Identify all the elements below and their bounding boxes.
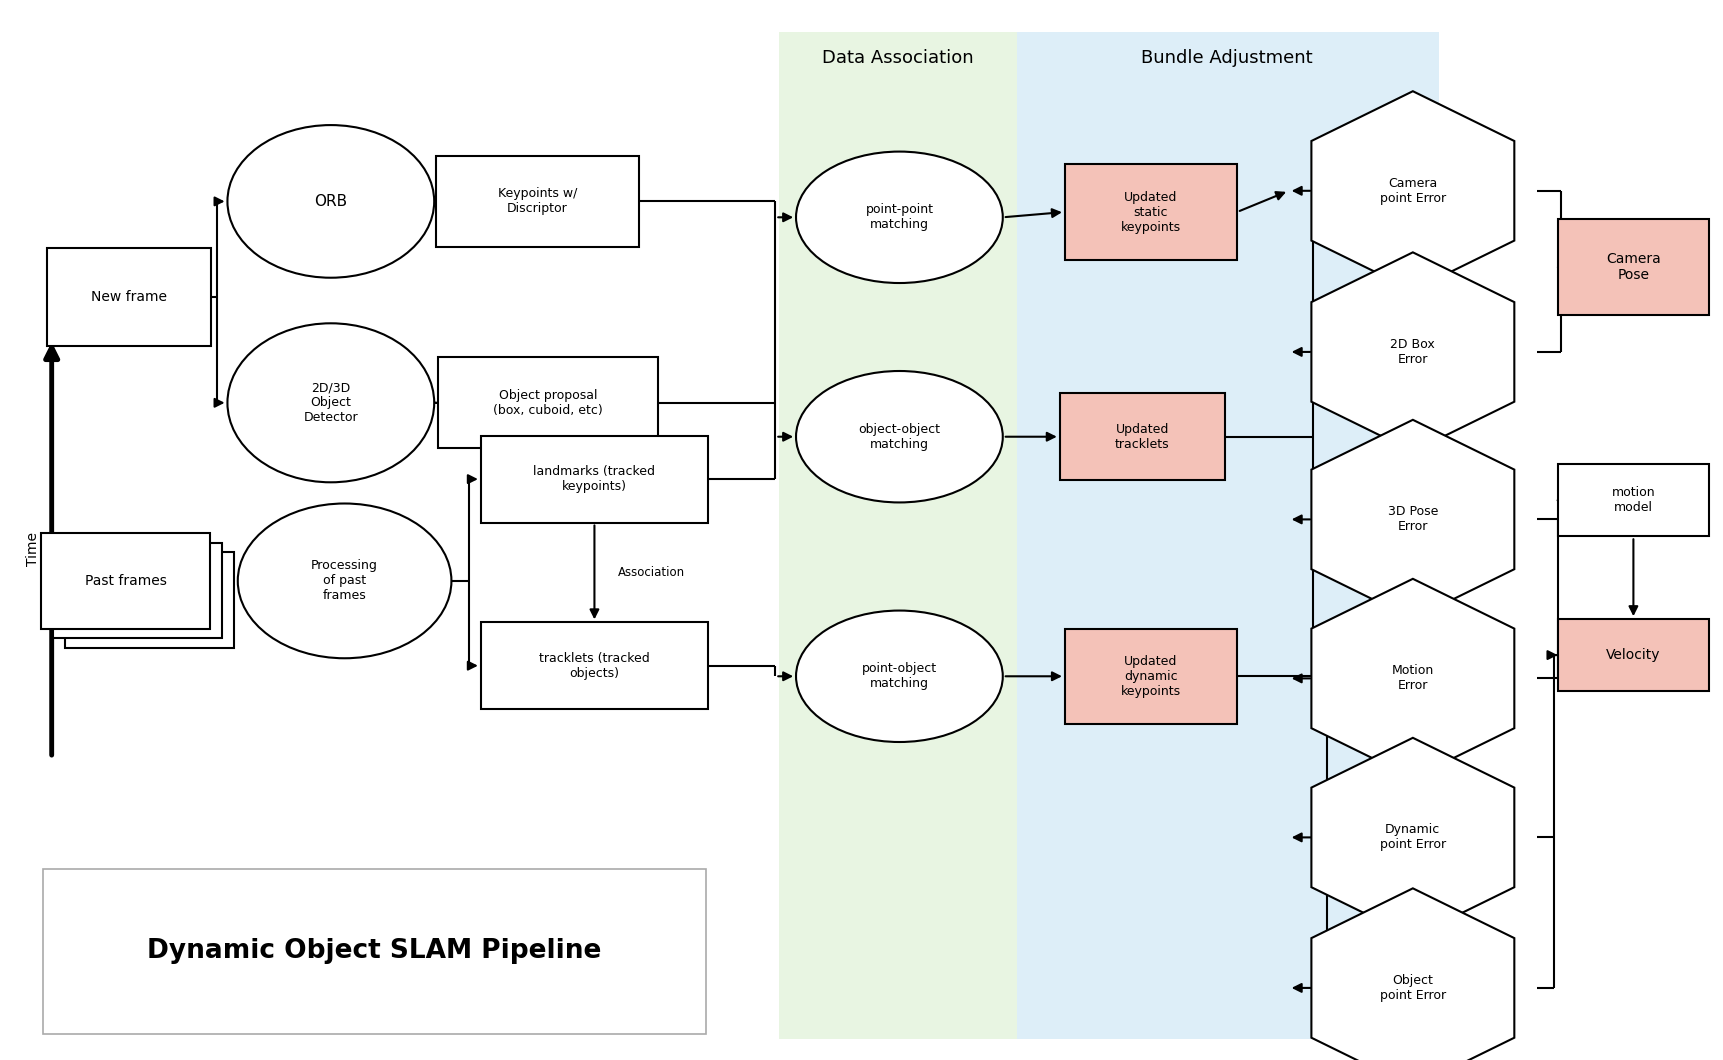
Ellipse shape bbox=[796, 371, 1003, 502]
FancyBboxPatch shape bbox=[65, 552, 234, 648]
Polygon shape bbox=[1311, 888, 1515, 1060]
Text: 3D Pose
Error: 3D Pose Error bbox=[1387, 506, 1439, 533]
Text: Velocity: Velocity bbox=[1606, 648, 1661, 662]
Text: Updated
tracklets: Updated tracklets bbox=[1115, 423, 1170, 450]
FancyBboxPatch shape bbox=[1558, 619, 1709, 691]
Text: Updated
static
keypoints: Updated static keypoints bbox=[1122, 191, 1180, 233]
FancyBboxPatch shape bbox=[53, 543, 222, 638]
FancyBboxPatch shape bbox=[1558, 464, 1709, 536]
Polygon shape bbox=[1311, 252, 1515, 452]
Text: object-object
matching: object-object matching bbox=[858, 423, 941, 450]
FancyBboxPatch shape bbox=[481, 622, 708, 709]
Ellipse shape bbox=[227, 323, 434, 482]
FancyBboxPatch shape bbox=[47, 248, 210, 346]
FancyBboxPatch shape bbox=[481, 436, 708, 523]
Text: ORB: ORB bbox=[314, 194, 348, 209]
Text: tracklets (tracked
objects): tracklets (tracked objects) bbox=[539, 652, 650, 679]
Text: point-object
matching: point-object matching bbox=[862, 662, 937, 690]
FancyBboxPatch shape bbox=[1065, 629, 1237, 724]
Text: 2D/3D
Object
Detector: 2D/3D Object Detector bbox=[303, 382, 358, 424]
Text: Past frames: Past frames bbox=[84, 573, 167, 588]
Polygon shape bbox=[1311, 91, 1515, 290]
FancyBboxPatch shape bbox=[43, 869, 706, 1034]
Text: Motion
Error: Motion Error bbox=[1392, 665, 1434, 692]
Text: Object
point Error: Object point Error bbox=[1380, 974, 1446, 1002]
FancyBboxPatch shape bbox=[1017, 32, 1439, 1039]
FancyBboxPatch shape bbox=[1065, 164, 1237, 260]
Text: 2D Box
Error: 2D Box Error bbox=[1390, 338, 1435, 366]
Text: New frame: New frame bbox=[91, 289, 167, 304]
FancyBboxPatch shape bbox=[438, 357, 658, 448]
Text: Dynamic
point Error: Dynamic point Error bbox=[1380, 824, 1446, 851]
Text: Keypoints w/
Discriptor: Keypoints w/ Discriptor bbox=[498, 188, 577, 215]
Ellipse shape bbox=[227, 125, 434, 278]
Ellipse shape bbox=[238, 504, 451, 658]
Text: point-point
matching: point-point matching bbox=[865, 204, 934, 231]
Text: Dynamic Object SLAM Pipeline: Dynamic Object SLAM Pipeline bbox=[146, 938, 601, 964]
FancyBboxPatch shape bbox=[436, 156, 639, 247]
Text: Association: Association bbox=[619, 566, 684, 579]
Text: landmarks (tracked
keypoints): landmarks (tracked keypoints) bbox=[534, 465, 655, 493]
Polygon shape bbox=[1311, 579, 1515, 778]
Text: Updated
dynamic
keypoints: Updated dynamic keypoints bbox=[1122, 655, 1180, 697]
FancyBboxPatch shape bbox=[779, 32, 1017, 1039]
Polygon shape bbox=[1311, 738, 1515, 937]
Polygon shape bbox=[1311, 420, 1515, 619]
FancyBboxPatch shape bbox=[41, 533, 210, 629]
Ellipse shape bbox=[796, 611, 1003, 742]
Text: Camera
point Error: Camera point Error bbox=[1380, 177, 1446, 205]
Text: Camera
Pose: Camera Pose bbox=[1606, 252, 1661, 282]
FancyBboxPatch shape bbox=[1558, 219, 1709, 315]
FancyBboxPatch shape bbox=[1060, 393, 1225, 480]
Text: Time: Time bbox=[26, 532, 40, 566]
Text: Object proposal
(box, cuboid, etc): Object proposal (box, cuboid, etc) bbox=[493, 389, 603, 417]
Text: Data Association: Data Association bbox=[822, 50, 973, 67]
Text: motion
model: motion model bbox=[1611, 487, 1656, 514]
Text: Processing
of past
frames: Processing of past frames bbox=[312, 560, 377, 602]
Ellipse shape bbox=[796, 152, 1003, 283]
Text: Bundle Adjustment: Bundle Adjustment bbox=[1141, 50, 1313, 67]
